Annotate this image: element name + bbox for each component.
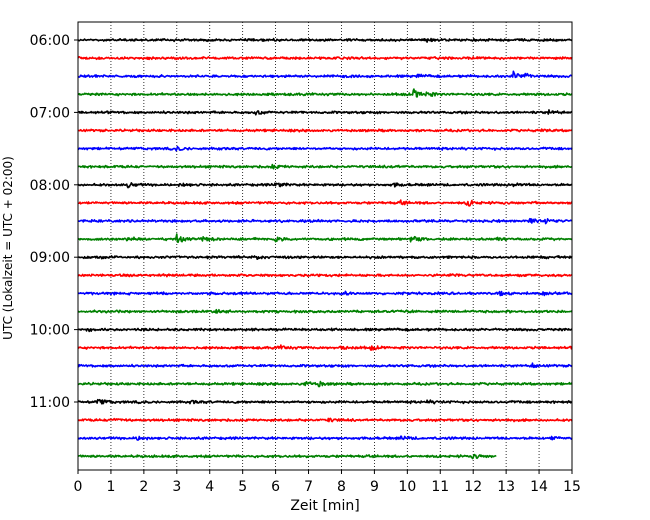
trace-0715 [77,128,573,133]
x-tick-label: 8 [337,479,346,495]
x-tick-label: 15 [563,479,581,495]
axes-frame [77,21,573,471]
trace-0700 [77,109,573,116]
trace-1015 [77,344,573,351]
x-tick-label: 11 [431,479,449,495]
x-tick-label: 4 [205,479,214,495]
trace-0615 [77,55,573,61]
plot-border [77,21,573,471]
trace-0945 [77,308,573,314]
y-tick-label: 11:00 [30,395,70,411]
traces-layer [77,37,573,460]
trace-0730 [77,145,573,152]
trace-0930 [77,290,573,297]
trace-0815 [77,199,573,207]
x-tick-label: 5 [238,479,247,495]
trace-1045 [77,380,573,388]
y-axis-ticks: 06:00 07:00 08:00 09:00 10:00 11:00 [30,33,78,411]
x-axis-label: Zeit [min] [290,498,359,514]
trace-0845 [77,233,573,244]
y-tick-label: 07:00 [30,105,70,121]
y-tick-label: 10:00 [30,323,70,339]
x-tick-label: 2 [139,479,148,495]
x-axis-ticks: 0 1 2 3 4 5 6 7 8 9 10 11 12 13 14 15 [74,470,581,495]
trace-0645 [77,88,573,98]
x-tick-label: 6 [271,479,280,495]
trace-1130 [77,435,573,441]
trace-0900 [77,255,573,261]
trace-0915 [77,273,573,278]
trace-0745 [77,163,573,170]
trace-1030 [77,362,573,369]
x-tick-label: 0 [74,479,83,495]
y-tick-label: 08:00 [30,178,70,194]
trace-1000 [77,327,573,333]
x-tick-label: 10 [398,479,416,495]
trace-1145 [77,453,497,460]
trace-0600 [77,37,573,43]
trace-1100 [77,398,573,405]
y-axis-label: UTC (Lokalzeit = UTC + 02:00) [1,156,15,340]
x-tick-label: 9 [370,479,379,495]
x-tick-label: 3 [172,479,181,495]
y-tick-label: 09:00 [30,250,70,266]
trace-0800 [77,182,573,189]
y-tick-label: 06:00 [30,33,70,49]
x-tick-label: 14 [530,479,548,495]
x-tick-label: 13 [497,479,515,495]
trace-0830 [77,217,573,225]
x-tick-label: 1 [106,479,115,495]
x-tick-label: 12 [464,479,482,495]
trace-1115 [77,417,573,423]
trace-0630 [77,70,573,79]
x-tick-label: 7 [304,479,313,495]
